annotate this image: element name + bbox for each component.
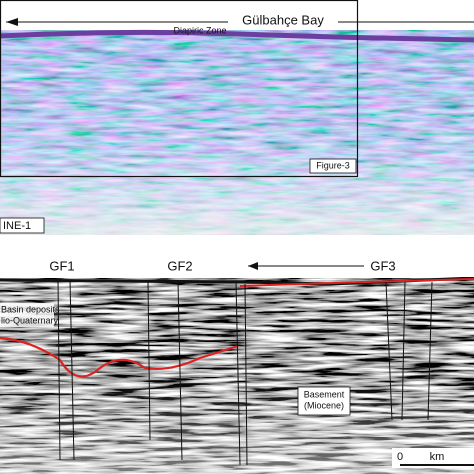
figure-3-box bbox=[0, 0, 359, 178]
figure-ref-box bbox=[309, 158, 357, 174]
seafloor bbox=[0, 29, 474, 43]
figure-ref: Figure-3 bbox=[316, 160, 350, 170]
horizon-right bbox=[239, 278, 474, 287]
basement-box bbox=[297, 386, 351, 416]
fault-line bbox=[385, 281, 393, 421]
fault-line bbox=[69, 279, 75, 461]
basement-label: (Miocene) bbox=[304, 400, 344, 410]
fault-line bbox=[427, 281, 433, 421]
fault-label: GF1 bbox=[49, 258, 74, 273]
top-fade bbox=[0, 30, 474, 235]
line-box bbox=[0, 217, 45, 234]
fault-line bbox=[147, 281, 151, 441]
fault-label: GF2 bbox=[167, 258, 192, 273]
basin-label: lio-Quaternary bbox=[1, 315, 59, 325]
bay-title: Gülbahçe Bay bbox=[242, 12, 324, 27]
gf3-arrow-head bbox=[248, 262, 258, 270]
basin-label: Basin deposits bbox=[1, 304, 60, 314]
bottom-header bbox=[0, 255, 474, 277]
basin-bg bbox=[0, 303, 54, 327]
fault-line bbox=[57, 279, 61, 461]
scale-bg bbox=[392, 448, 474, 468]
line-label: INE-1 bbox=[3, 220, 31, 232]
arrow-head bbox=[6, 18, 18, 26]
faults bbox=[57, 279, 433, 466]
fault-line bbox=[244, 283, 248, 466]
zone-label: Diapiric Zone bbox=[173, 25, 226, 35]
fault-label: GF3 bbox=[370, 258, 395, 273]
scale-unit: km bbox=[430, 451, 445, 463]
scale-zero: 0 bbox=[397, 451, 403, 463]
basement-label: Basement bbox=[304, 389, 345, 399]
title-bg bbox=[228, 14, 338, 28]
horizon-basin bbox=[0, 336, 239, 378]
fault-line bbox=[235, 281, 241, 466]
fault-line bbox=[401, 281, 406, 421]
fault-line bbox=[177, 281, 183, 461]
